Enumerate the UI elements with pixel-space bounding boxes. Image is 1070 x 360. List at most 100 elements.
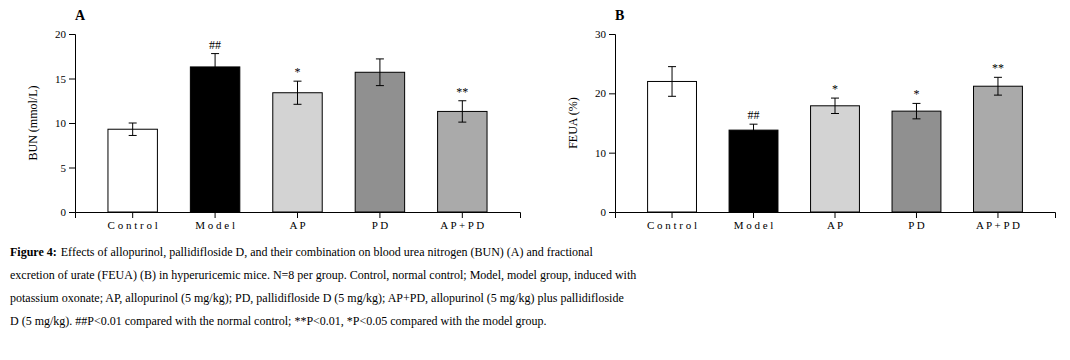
annotation: *: [295, 65, 301, 79]
tick-label: C o n t r o l: [647, 219, 697, 231]
x-axis: C o n t r o lM o d e lA PP DA P + P D: [616, 212, 1056, 231]
axis-line: [69, 35, 76, 213]
tick-mark: [753, 212, 754, 218]
tick-label: A P: [827, 219, 843, 231]
error-bar-cap: [750, 124, 758, 125]
panel: ##***C o n t r o lM o d e lA PP DA P + P…: [26, 8, 521, 231]
error-bar-cap: [668, 66, 676, 67]
tick-label: A P: [289, 219, 305, 231]
tick-label: 5: [61, 162, 67, 174]
error-bar-stem: [753, 124, 754, 136]
tick-label: 20: [595, 87, 607, 99]
error-bar-stem: [672, 67, 673, 97]
bar: [729, 130, 778, 212]
bar: [892, 111, 941, 212]
tick-mark: [609, 212, 615, 213]
tick: C o n t r o l: [108, 212, 158, 231]
marks: [108, 54, 487, 212]
tick-mark: [835, 212, 836, 218]
error-bar-stem: [462, 101, 463, 122]
tick-mark: [215, 212, 216, 218]
tick-label: 15: [55, 73, 67, 85]
panel: ##****C o n t r o lM o d e lA PP DA P + …: [566, 8, 1056, 231]
tick: A P: [289, 212, 305, 231]
tick-label: 10: [595, 147, 607, 159]
y-axis: 0102030: [595, 28, 616, 218]
tick-mark: [462, 212, 463, 218]
error-bar-cap: [750, 136, 758, 137]
tick-label: P D: [908, 219, 924, 231]
annotation: ##: [748, 108, 760, 122]
error-bar-cap: [376, 85, 384, 86]
caption-line: excretion of urate (FEUA) (B) in hyperur…: [10, 268, 636, 282]
error-bar-cap: [211, 53, 219, 54]
x-axis: C o n t r o lM o d e lA PP DA P + P D: [76, 212, 521, 231]
caption-line: Figure 4:Effects of allopurinol, pallidi…: [10, 245, 593, 259]
error-bar-cap: [831, 98, 839, 99]
tick: P D: [908, 212, 924, 231]
error-bar: [294, 81, 302, 104]
error-bar-stem: [379, 59, 380, 86]
error-bar-cap: [294, 81, 302, 82]
error-bar-cap: [912, 118, 920, 119]
tick-label: 30: [595, 28, 607, 40]
tick-mark: [69, 34, 75, 35]
tick-mark: [916, 212, 917, 218]
bar: [355, 72, 404, 212]
tick-mark: [69, 212, 75, 213]
tick-mark: [672, 212, 673, 218]
tick: C o n t r o l: [647, 212, 697, 231]
tick-label: M o d e l: [734, 219, 774, 231]
error-bar-cap: [376, 58, 384, 59]
tick-mark: [379, 212, 380, 218]
caption: Figure 4:Effects of allopurinol, pallidi…: [10, 245, 636, 328]
error-bar-cap: [994, 77, 1002, 78]
caption-line: potassium oxonate; AP, allopurinol (5 mg…: [10, 291, 624, 305]
error-bar: [376, 59, 384, 86]
title: A: [75, 8, 86, 23]
y-axis: 0 5 10 15 20: [55, 28, 76, 218]
tick-mark: [69, 168, 75, 169]
tick: 10: [595, 147, 615, 159]
figure: ##***C o n t r o lM o d e lA PP DA P + P…: [0, 0, 1070, 360]
bar: [273, 93, 322, 212]
tick: 5: [61, 162, 76, 174]
annotations: ##***: [209, 38, 468, 99]
error-bar: [912, 103, 920, 118]
error-bar: [668, 67, 676, 97]
axis-line: [609, 35, 616, 213]
tick-label: A P + P D: [440, 219, 484, 231]
error-bar-cap: [912, 103, 920, 104]
title: B: [615, 8, 624, 23]
annotation: ##: [209, 38, 221, 52]
error-bar-cap: [668, 96, 676, 97]
tick-mark: [297, 212, 298, 218]
annotation: **: [992, 61, 1004, 75]
error-bar-stem: [997, 77, 998, 95]
y-axis-title: FEUA (%): [566, 97, 580, 149]
bar: [190, 67, 239, 212]
error-bar-cap: [458, 122, 466, 123]
tick-mark: [609, 93, 615, 94]
bar: [108, 129, 157, 212]
error-bar-stem: [297, 81, 298, 104]
error-bar-stem: [916, 103, 917, 118]
error-bar-cap: [994, 95, 1002, 96]
tick-mark: [69, 123, 75, 124]
tick-label: P D: [372, 219, 388, 231]
error-bar: [129, 123, 137, 135]
tick: 20: [595, 87, 615, 99]
error-bar: [211, 54, 219, 81]
error-bar-cap: [129, 123, 137, 124]
axis-line: [616, 213, 1056, 219]
marks: [648, 67, 1023, 212]
caption-line: D (5 mg/kg). ##P<0.01 compared with the …: [10, 314, 547, 328]
tick-mark: [997, 212, 998, 218]
bar: [811, 106, 860, 212]
error-bar: [831, 98, 839, 113]
tick-mark: [132, 212, 133, 218]
tick: 10: [55, 117, 75, 129]
tick-mark: [609, 153, 615, 154]
tick-label: 20: [55, 28, 67, 40]
tick: 0: [61, 206, 76, 218]
